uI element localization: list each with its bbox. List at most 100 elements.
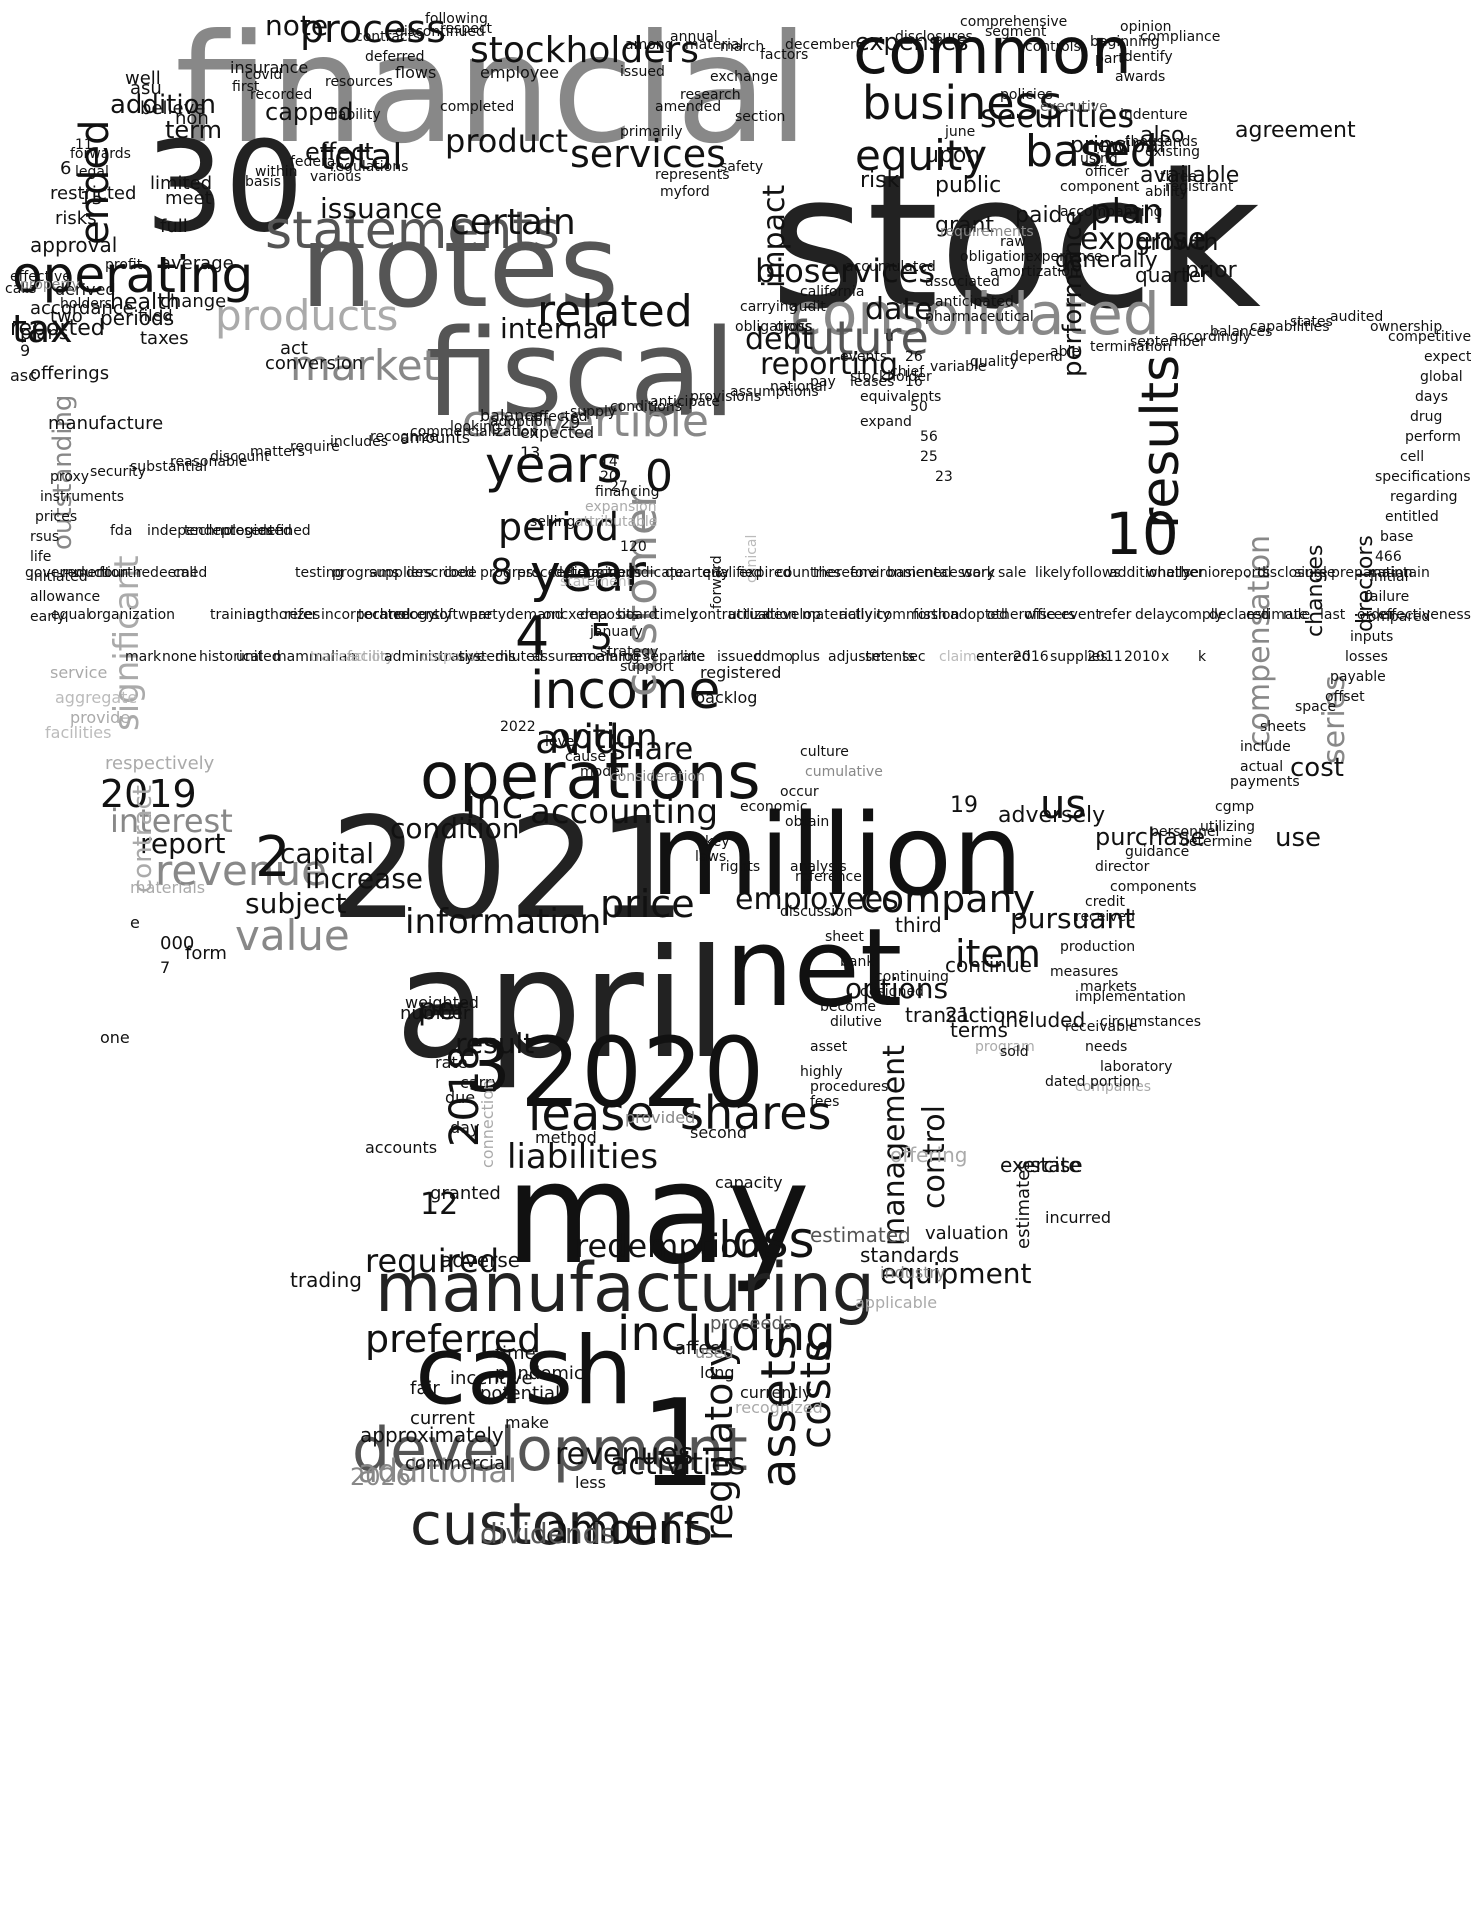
word-make: make [505,1413,549,1432]
word-maintain: maintain [1368,565,1430,581]
word-anticipate: anticipate [650,394,720,410]
word-factors: factors [760,47,809,63]
word-accordance: accordance [30,298,134,319]
word-amended: amended [655,99,722,115]
word-economic: economic [740,799,808,815]
word-adopted: adopted [950,607,1008,623]
word-sheets: sheets [1260,719,1307,735]
word-k: k [1198,649,1207,665]
word-timely: timely [654,607,698,623]
word-expired: expired [739,565,792,581]
word-operating: operating [12,246,254,304]
word-currently: currently [740,1383,812,1402]
word-ability: ability [1145,184,1188,200]
word-related: related [537,286,693,337]
word-indenture: indenture [1120,107,1188,123]
word-september: september [1130,334,1206,350]
word-requirements: requirements [940,224,1034,240]
word-contract: contract [128,785,158,893]
word-period: period [498,505,620,549]
word-asc: asc [10,366,37,385]
word-2026: 2026 [350,1463,412,1491]
word-entitled: entitled [1385,509,1439,525]
word-condition: condition [390,812,520,845]
word-portion: portion [1090,1074,1141,1090]
word-expected: expected [520,423,595,442]
word-number: number [400,1003,471,1024]
word-variable: variable [930,359,987,375]
word-1: 1 [640,1375,717,1514]
word-deferred: deferred [365,49,425,65]
word-employees: employees [735,882,899,917]
word-designed: designed [860,984,924,1000]
word-accumulated: accumulated [845,259,936,275]
word-29: 29 [560,413,581,432]
word-supply: supply [570,404,617,420]
word-recognize: recognize [370,429,438,445]
word-equipment: equipment [880,1257,1032,1290]
word-issued: issued [620,64,665,80]
word-federal: federal [290,154,340,170]
word-therefore: therefore [813,565,878,581]
word-note: note [265,9,329,42]
word-opinion: opinion [1120,19,1172,35]
word-expenses: expenses [855,28,969,56]
word-single: single [1294,565,1336,581]
word-training: training [210,607,265,623]
word-entered: entered [976,649,1031,665]
word-e: e [130,913,140,932]
word-disclosures: disclosures [895,29,973,45]
word-may: may [505,1133,811,1296]
word-discount: discount [210,449,270,465]
word-products: products [215,291,399,340]
word-support: support [620,659,674,675]
word-prices: prices [35,509,78,525]
word-systems: systems [458,649,516,665]
word-guidance: guidance [1125,844,1190,860]
word-program: program [975,1039,1035,1055]
word-consolidated: consolidated [790,280,1160,348]
word-order: order [1357,607,1395,623]
word-ownership: ownership [1370,319,1443,335]
word-proceeds: proceeds [710,1313,793,1334]
word-redeemed: redeemed [136,565,208,581]
word-companies: companies [1075,1079,1152,1095]
word-measures: measures [1050,964,1119,980]
word-required: required [365,1242,500,1280]
word-adjustments: adjustments [828,649,915,665]
word-part: part [1095,51,1124,67]
word-adoption: adoption [490,414,552,430]
word-form: form [185,943,227,964]
word-lease: lease [528,1086,655,1142]
word-calls: calls [5,281,37,297]
word-includes: includes [330,434,389,450]
word-affect: affect [675,1338,727,1359]
word-forth: forth [913,607,947,623]
word-national: national [770,379,827,395]
word-25: 25 [920,449,938,465]
word-14: 14 [600,454,618,470]
word-addition: addition [110,90,216,120]
word-expansion: expansion [585,499,657,515]
word-quality: quality [970,354,1018,370]
word-authorizes: authorizes [247,607,321,623]
word-filed: filed [138,306,173,325]
word-including: including [617,1306,836,1362]
word-exchange: exchange [710,69,778,85]
word-million: million [650,791,1024,921]
word-asset: asset [810,1039,848,1055]
word-plans: plans [20,323,69,344]
word-last: last [1320,607,1346,623]
word-share: share [610,732,694,767]
word-contracts: contracts [355,29,421,45]
word-work: work [961,565,995,581]
word-increase: increase [305,862,424,895]
word-growth: growth [1135,228,1219,256]
word-long: long [700,1363,735,1382]
word-dilutive: dilutive [830,1014,882,1030]
word-terms: terms [950,1018,1008,1042]
word-well: well [125,68,161,89]
word-comply: comply [1172,607,1223,623]
word-highly: highly [800,1064,843,1080]
word-commission: commission [876,607,960,623]
